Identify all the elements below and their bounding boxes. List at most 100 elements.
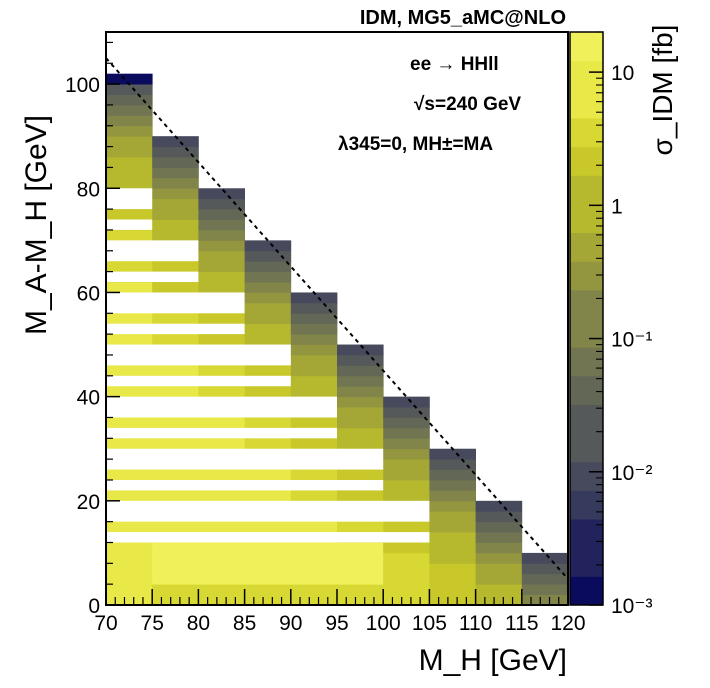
heatmap-cell — [337, 417, 384, 429]
heatmap-cell — [429, 500, 476, 512]
heatmap-cell — [152, 229, 199, 241]
heatmap-cell — [337, 469, 384, 481]
heatmap-cell — [106, 167, 153, 179]
y-tick-label: 60 — [77, 282, 100, 305]
x-tick-label: 100 — [366, 612, 401, 635]
heatmap-cell — [198, 386, 245, 398]
heatmap-cell — [198, 365, 245, 377]
heatmap-cell — [383, 521, 430, 533]
heatmap-cell — [198, 542, 245, 554]
colorbar-band — [570, 261, 603, 291]
heatmap-cell — [198, 490, 245, 502]
colorbar-band — [570, 175, 603, 205]
heatmap-cell — [152, 417, 199, 429]
empty-bin — [106, 323, 245, 335]
colorbar-band — [570, 547, 603, 577]
empty-bin — [106, 344, 291, 366]
heatmap-cell — [383, 584, 430, 595]
heatmap-cell — [198, 229, 245, 241]
colorbar-band — [570, 232, 603, 262]
heatmap-cell — [106, 229, 153, 241]
heatmap-cell — [383, 573, 430, 585]
heatmap-cell — [198, 521, 245, 533]
x-tick-label: 110 — [459, 612, 492, 635]
heatmap-cell — [106, 334, 153, 345]
heatmap-cell — [106, 386, 153, 398]
heatmap-cell — [152, 521, 199, 533]
heatmap-cell — [106, 157, 153, 168]
heatmap-cell — [337, 396, 384, 408]
heatmap-cell — [383, 542, 430, 554]
heatmap-cell — [337, 552, 384, 564]
heatmap-cell — [106, 125, 153, 137]
heatmap-cell — [429, 511, 476, 523]
heatmap-cell — [106, 594, 153, 606]
heatmap-cell — [383, 594, 430, 606]
heatmap-cell — [198, 438, 245, 450]
heatmap-cell — [290, 584, 338, 595]
colorbar-tick-label: 10⁻¹ — [611, 329, 652, 352]
heatmap-cell — [337, 386, 384, 398]
x-tick-label: 115 — [505, 612, 538, 635]
colorbar-tick-label: 1 — [611, 195, 623, 218]
heatmap-cell — [337, 542, 384, 554]
heatmap-cell — [429, 490, 476, 502]
heatmap-cell — [106, 282, 153, 293]
heatmap-cell — [290, 313, 338, 325]
heatmap-cell — [152, 209, 199, 220]
heatmap-cell — [429, 584, 476, 595]
process-label: ee → HHll — [410, 54, 499, 75]
heatmap-cell — [521, 573, 569, 585]
heatmap-cell — [337, 594, 384, 606]
heatmap-cell — [429, 532, 476, 543]
heatmap-cell — [383, 459, 430, 470]
heatmap-cell — [244, 250, 292, 262]
heatmap-cell — [152, 438, 199, 450]
empty-bin — [106, 532, 430, 543]
heatmap-cell — [244, 490, 292, 502]
heatmap-cell — [429, 594, 476, 606]
heatmap-cell — [244, 271, 292, 283]
colorbar-band — [570, 519, 603, 549]
heatmap-cell — [152, 136, 199, 147]
heatmap-cell — [106, 438, 153, 450]
heatmap-cell — [383, 427, 430, 439]
heatmap-cell — [152, 261, 199, 273]
heatmap-cell — [152, 386, 199, 398]
heatmap-cell — [198, 209, 245, 220]
x-tick-label: 85 — [233, 612, 256, 635]
heatmap-cell — [106, 177, 153, 189]
empty-bin — [106, 219, 153, 230]
heatmap-cell — [475, 532, 523, 543]
heatmap-cell — [152, 573, 199, 585]
heatmap-cell — [383, 479, 430, 491]
heatmap-cell — [198, 219, 245, 231]
heatmap-cell — [475, 594, 523, 606]
heatmap-cell — [521, 563, 569, 575]
heatmap-cell — [152, 282, 199, 293]
heatmap-cell — [198, 469, 245, 481]
heatmap-cell — [290, 354, 338, 366]
heatmap-cell — [152, 167, 199, 179]
heatmap-cell — [106, 115, 153, 127]
heatmap-cell — [244, 563, 292, 575]
colorbar-frame — [569, 31, 604, 606]
heatmap-cell — [152, 188, 199, 200]
heatmap-cell — [337, 521, 384, 533]
colorbar-tick-label: 10 — [611, 62, 634, 85]
heatmap-cell — [244, 542, 292, 554]
x-tick-label: 90 — [279, 612, 302, 635]
empty-bin — [106, 396, 337, 418]
heatmap-cell — [290, 573, 338, 585]
heatmap-cell — [198, 282, 245, 293]
heatmap-cell — [106, 542, 153, 554]
heatmap-cell — [475, 511, 523, 523]
heatmap-cell — [383, 552, 430, 564]
y-tick-label: 80 — [77, 178, 100, 201]
heatmap-cell — [152, 198, 199, 210]
heatmap-cell — [244, 313, 292, 325]
heatmap-cell — [475, 500, 523, 512]
heatmap-cell — [290, 552, 338, 564]
heatmap-cell — [521, 584, 569, 595]
heatmap-cell — [106, 84, 153, 95]
